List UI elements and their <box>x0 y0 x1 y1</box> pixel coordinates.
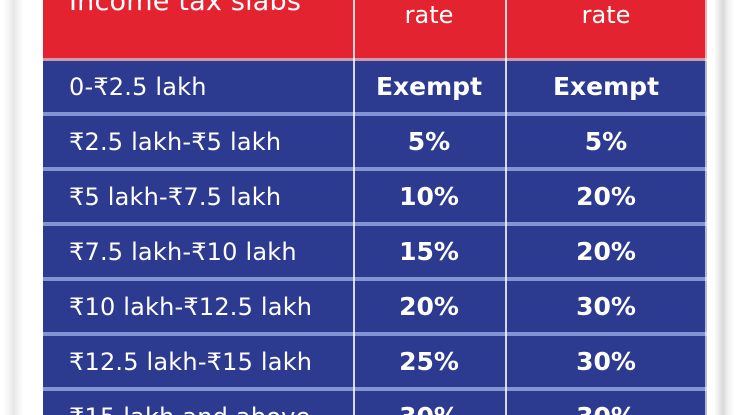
column-header-income-tax-slabs: Income tax slabs <box>69 0 302 17</box>
table-row: 0-₹2.5 lakh Exempt Exempt <box>43 61 707 112</box>
slab-range-cell: ₹10 lakh-₹12.5 lakh <box>69 292 313 321</box>
new-rate-cell: 5% <box>584 127 628 156</box>
old-rate-cell: 25% <box>399 347 459 376</box>
old-rate-cell: 5% <box>407 127 451 156</box>
table-row: ₹10 lakh-₹12.5 lakh 20% 30% <box>43 281 707 332</box>
row-divider <box>43 277 707 281</box>
new-rate-cell: 20% <box>576 237 636 266</box>
table-row: ₹15 lakh and above 30% 30% <box>43 391 707 415</box>
new-rate-cell: Exempt <box>552 72 660 101</box>
slab-range-cell: ₹12.5 lakh-₹15 lakh <box>69 347 313 376</box>
new-rate-cell: 30% <box>576 347 636 376</box>
row-divider <box>43 112 707 116</box>
header-divider <box>43 58 707 61</box>
old-rate-cell: Exempt <box>375 72 483 101</box>
column-header-old-rate: rate <box>404 1 454 29</box>
slab-range-cell: ₹2.5 lakh-₹5 lakh <box>69 127 282 156</box>
row-divider <box>43 332 707 336</box>
column-header-new-rate: rate <box>581 1 631 29</box>
column-header-slabs-cell: Income tax slabs <box>43 0 353 58</box>
old-rate-cell: 30% <box>353 391 505 415</box>
new-rate-cell: 20% <box>576 182 636 211</box>
table-row: ₹5 lakh-₹7.5 lakh 10% 20% <box>43 171 707 222</box>
table-row: ₹12.5 lakh-₹15 lakh 25% 30% <box>43 336 707 387</box>
row-divider <box>43 222 707 226</box>
table-body: 0-₹2.5 lakh Exempt Exempt ₹2.5 lakh-₹5 l… <box>43 61 707 415</box>
slab-range-cell: ₹7.5 lakh-₹10 lakh <box>69 237 297 266</box>
table-row: ₹2.5 lakh-₹5 lakh 5% 5% <box>43 116 707 167</box>
old-rate-cell: 15% <box>399 237 459 266</box>
income-tax-slab-table: Income tax slabs rate rate 0-₹2.5 lakh E… <box>43 0 707 415</box>
page-left-edge-shadow <box>3 0 23 415</box>
table-header-row: Income tax slabs rate rate <box>43 0 707 58</box>
table-row: ₹7.5 lakh-₹10 lakh 15% 20% <box>43 226 707 277</box>
slab-range-cell: ₹5 lakh-₹7.5 lakh <box>69 182 282 211</box>
slab-range-cell: ₹15 lakh and above <box>43 391 353 415</box>
new-rate-cell: 30% <box>505 391 707 415</box>
page-right-edge-shadow <box>714 0 734 415</box>
old-rate-cell: 20% <box>399 292 459 321</box>
row-divider <box>43 387 707 391</box>
slab-range-cell: 0-₹2.5 lakh <box>69 72 207 101</box>
old-rate-cell: 10% <box>399 182 459 211</box>
new-rate-cell: 30% <box>576 292 636 321</box>
row-divider <box>43 167 707 171</box>
